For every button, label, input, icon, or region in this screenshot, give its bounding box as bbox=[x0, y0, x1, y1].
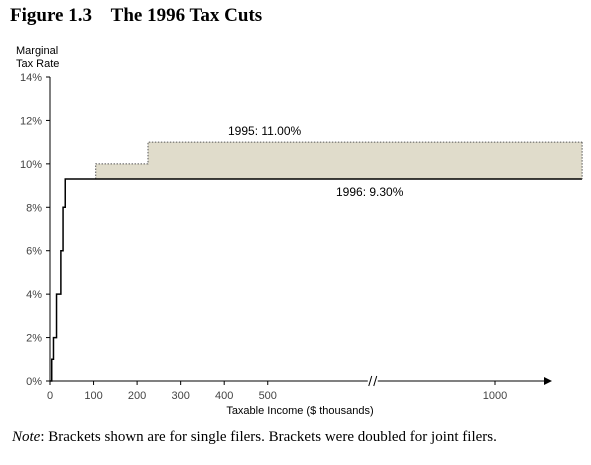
y-axis-title: Marginal Tax Rate bbox=[16, 45, 59, 70]
y-tick-label: 0% bbox=[26, 376, 42, 388]
series-layer bbox=[50, 141, 583, 382]
fill-area-1995-over-1996 bbox=[95, 142, 583, 180]
figure-note: Note: Brackets shown are for single file… bbox=[12, 429, 497, 446]
y-axis: 0% 2% 4% 6% 8% 10% 12% 14% bbox=[20, 72, 51, 388]
y-tick-label: 8% bbox=[26, 202, 42, 214]
x-axis-arrow bbox=[544, 377, 552, 385]
x-axis-title: Taxable Income ($ thousands) bbox=[226, 405, 373, 417]
series-label-1995: 1995: 11.00% bbox=[228, 124, 302, 138]
y-tick-label: 6% bbox=[26, 246, 42, 258]
x-axis-break-stroke bbox=[368, 375, 373, 387]
y-tick-label: 12% bbox=[20, 115, 42, 127]
y-tick-label: 14% bbox=[20, 72, 42, 84]
x-axis: 0 100 200 300 400 500 1000 bbox=[47, 375, 552, 402]
note-text: : Brackets shown are for single filers. … bbox=[40, 429, 497, 445]
figure-title: Figure 1.3 The 1996 Tax Cuts bbox=[10, 5, 262, 27]
x-tick-label: 0 bbox=[47, 390, 53, 402]
x-axis-break-mark bbox=[368, 375, 378, 387]
rate-difference-fill bbox=[95, 142, 583, 180]
figure-number: Figure 1.3 bbox=[10, 5, 92, 26]
y-tick-label: 10% bbox=[20, 159, 42, 171]
y-axis-title-line-2: Tax Rate bbox=[16, 58, 59, 70]
x-tick-label: 1000 bbox=[483, 390, 507, 402]
x-tick-label: 200 bbox=[128, 390, 146, 402]
series-line-1995 bbox=[95, 141, 583, 180]
y-axis-title-line-1: Marginal bbox=[16, 45, 58, 57]
series-line-1996 bbox=[50, 178, 583, 382]
tax-rate-chart: Marginal Tax Rate 0% 2% 4% 6% 8% 10% 12% 14% 0 1… bbox=[16, 45, 583, 417]
x-tick-label: 300 bbox=[171, 390, 189, 402]
x-axis-break-stroke bbox=[373, 375, 378, 387]
note-label: Note bbox=[12, 429, 41, 445]
x-tick-label: 500 bbox=[259, 390, 277, 402]
series-label-1996: 1996: 9.30% bbox=[336, 185, 404, 199]
y-tick-label: 4% bbox=[26, 289, 42, 301]
y-tick-label: 2% bbox=[26, 333, 42, 345]
figure-heading: The 1996 Tax Cuts bbox=[110, 5, 263, 26]
x-tick-label: 100 bbox=[84, 390, 102, 402]
x-tick-label: 400 bbox=[215, 390, 233, 402]
